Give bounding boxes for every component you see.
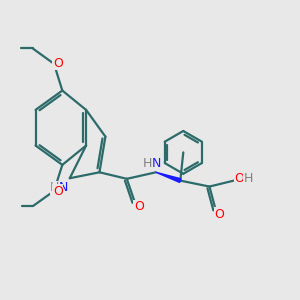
Polygon shape	[156, 172, 181, 182]
Text: N: N	[152, 158, 161, 170]
Text: O: O	[234, 172, 244, 185]
Text: O: O	[53, 57, 63, 70]
Text: N: N	[59, 181, 68, 194]
Text: H: H	[50, 181, 60, 194]
Text: O: O	[134, 200, 144, 213]
Text: O: O	[53, 185, 63, 198]
Text: H: H	[143, 158, 153, 170]
Text: O: O	[214, 208, 224, 221]
Text: H: H	[244, 172, 254, 185]
